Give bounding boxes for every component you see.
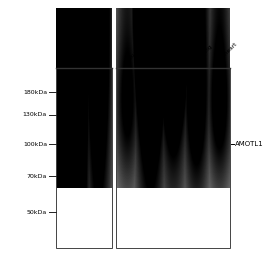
Text: Rat lung: Rat lung	[192, 44, 213, 65]
Text: Rat heart: Rat heart	[215, 42, 238, 65]
Bar	[116, 68, 230, 248]
Text: HeLa: HeLa	[66, 51, 81, 65]
Text: 130kDa: 130kDa	[23, 112, 47, 118]
Text: Mouse brain: Mouse brain	[169, 36, 199, 65]
Text: 180kDa: 180kDa	[23, 90, 47, 94]
Text: 100kDa: 100kDa	[23, 142, 47, 146]
Text: 50kDa: 50kDa	[27, 209, 47, 215]
Bar	[56, 68, 112, 248]
Text: Mouse lung: Mouse lung	[147, 37, 174, 65]
Text: AMOTL1: AMOTL1	[235, 141, 264, 147]
Text: MCF7: MCF7	[94, 50, 110, 65]
Text: Mouse heart: Mouse heart	[124, 35, 154, 65]
Text: 70kDa: 70kDa	[27, 174, 47, 178]
